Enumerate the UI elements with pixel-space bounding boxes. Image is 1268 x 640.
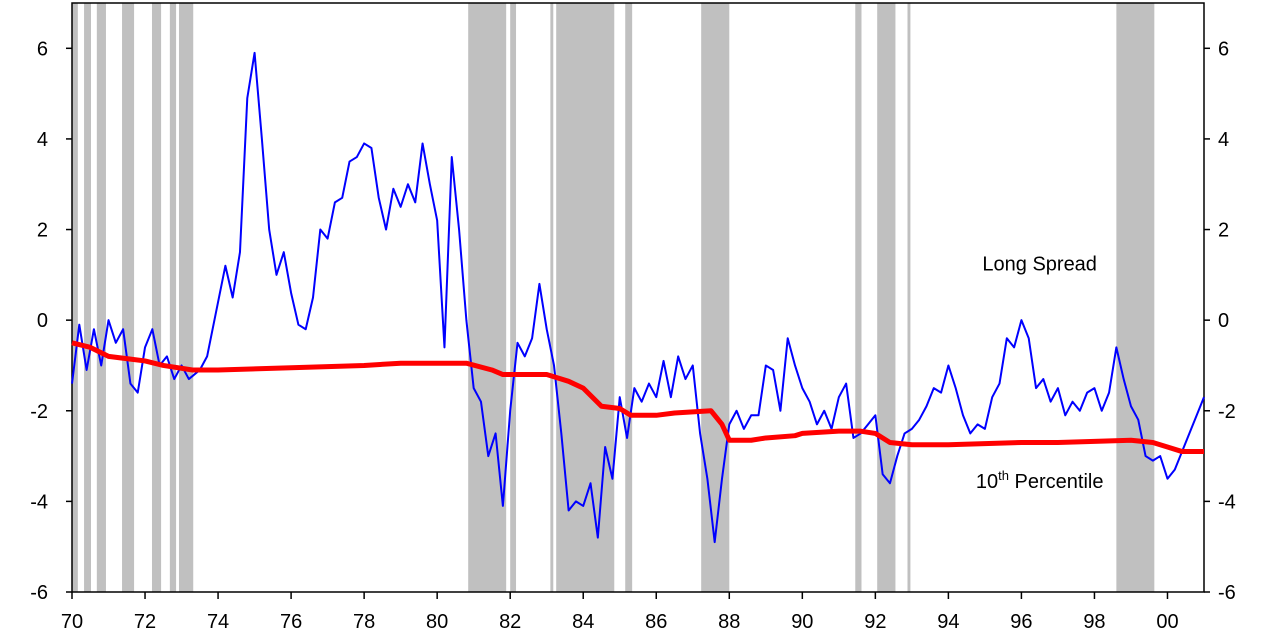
x-tick-label: 80 <box>426 611 448 633</box>
shaded-period <box>855 3 862 592</box>
shaded-period <box>84 3 91 592</box>
x-tick-label: 90 <box>791 611 813 633</box>
y-tick-label: 2 <box>37 220 48 242</box>
y2-tick-label: -4 <box>1218 491 1236 513</box>
shaded-period <box>625 3 633 592</box>
shaded-period <box>169 3 177 592</box>
x-tick-label: 74 <box>207 611 229 633</box>
y2-tick-label: -6 <box>1218 582 1236 604</box>
shaded-period <box>468 3 507 592</box>
shaded-period <box>96 3 106 592</box>
x-tick-label: 98 <box>1083 611 1105 633</box>
shaded-period <box>907 3 911 592</box>
y-tick-label: -6 <box>30 582 48 604</box>
x-tick-label: 92 <box>864 611 886 633</box>
y2-tick-label: 0 <box>1218 310 1229 332</box>
x-tick-label: 86 <box>645 611 667 633</box>
x-tick-label: 70 <box>61 611 83 633</box>
y2-tick-label: 4 <box>1218 129 1229 151</box>
y2-tick-label: 6 <box>1218 38 1229 60</box>
x-tick-label: 88 <box>718 611 740 633</box>
shaded-period <box>151 3 162 592</box>
y-tick-label: -2 <box>30 401 48 423</box>
y2-tick-label: -2 <box>1218 401 1236 423</box>
shaded-period <box>1116 3 1155 592</box>
shaded-period <box>701 3 730 592</box>
annotation-part: Percentile <box>1009 471 1104 493</box>
shaded-period <box>178 3 194 592</box>
shaded-period <box>877 3 896 592</box>
y-tick-label: 6 <box>37 38 48 60</box>
x-tick-label: 96 <box>1010 611 1032 633</box>
shaded-period <box>550 3 554 592</box>
x-tick-label: 82 <box>499 611 521 633</box>
series-line <box>71 51 1205 544</box>
y-tick-label: 0 <box>37 310 48 332</box>
y-tick-label: -4 <box>30 491 48 513</box>
x-tick-label: 94 <box>937 611 959 633</box>
x-tick-label: 76 <box>280 611 302 633</box>
x-tick-label: 78 <box>353 611 375 633</box>
shaded-period <box>122 3 135 592</box>
y2-tick-label: 2 <box>1218 220 1229 242</box>
x-tick-label: 00 <box>1156 611 1178 633</box>
annotation: Long Spread <box>982 253 1097 275</box>
shaded-period <box>72 3 78 592</box>
annotation-part: th <box>998 468 1009 483</box>
x-tick-label: 84 <box>572 611 594 633</box>
shaded-period <box>556 3 615 592</box>
shaded-period <box>510 3 517 592</box>
annotation-part: Long Spread <box>982 253 1097 275</box>
series-line <box>71 340 1204 455</box>
x-tick-label: 72 <box>134 611 156 633</box>
annotation: 10th Percentile <box>976 468 1104 493</box>
annotation-part: 10 <box>976 471 998 493</box>
y-tick-label: 4 <box>37 129 48 151</box>
plot-frame <box>71 2 1205 593</box>
